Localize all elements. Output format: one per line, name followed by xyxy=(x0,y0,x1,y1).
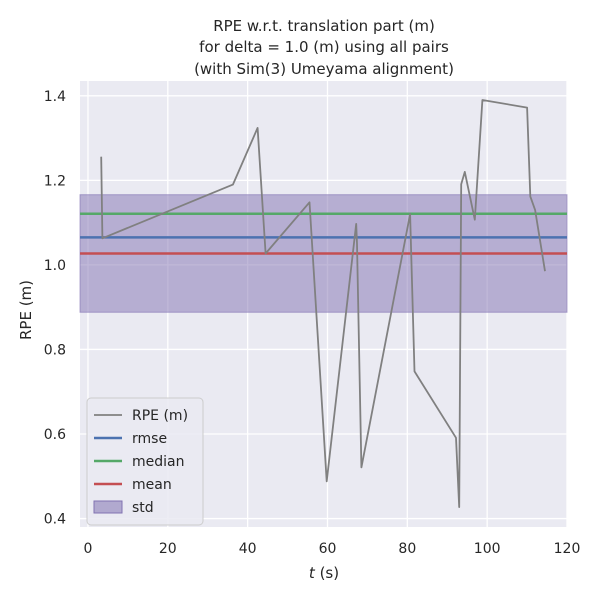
y-tick-label: 0.8 xyxy=(44,342,66,358)
y-tick-label: 0.4 xyxy=(44,512,66,528)
legend-box xyxy=(86,397,204,526)
legend-label: RPE (m) xyxy=(132,408,188,424)
chart-title-line-2: for delta = 1.0 (m) using all pairs xyxy=(199,38,449,56)
legend-swatch-std xyxy=(93,500,123,514)
chart-title-line-1: RPE w.r.t. translation part (m) xyxy=(213,17,435,35)
x-tick-label: 40 xyxy=(239,541,257,557)
x-tick-labels: 0 20 40 60 80 100 120 xyxy=(84,541,581,557)
x-tick-label: 0 xyxy=(84,541,93,557)
x-axis-label: t (s) xyxy=(309,564,339,582)
x-tick-label: 100 xyxy=(474,541,501,557)
chart-title-line-3: (with Sim(3) Umeyama alignment) xyxy=(194,60,454,78)
x-axis-label-unit: (s) xyxy=(315,564,339,582)
x-tick-label: 120 xyxy=(554,541,581,557)
legend-label: rmse xyxy=(132,431,167,447)
y-tick-label: 1.2 xyxy=(44,173,66,189)
x-tick-label: 20 xyxy=(159,541,177,557)
legend-label: std xyxy=(132,500,154,516)
y-tick-labels: 0.4 0.6 0.8 1.0 1.2 1.4 xyxy=(44,89,66,528)
x-tick-label: 60 xyxy=(319,541,337,557)
y-tick-label: 0.6 xyxy=(44,427,66,443)
legend: RPE (m) rmse median mean std xyxy=(86,397,204,526)
rpe-series-line xyxy=(100,99,546,509)
x-tick-label: 80 xyxy=(398,541,416,557)
y-tick-label: 1.4 xyxy=(44,89,66,105)
legend-label: median xyxy=(132,454,184,470)
x-axis-label-symbol: t xyxy=(309,564,316,582)
legend-label: mean xyxy=(132,477,172,493)
series-layer xyxy=(100,99,546,509)
y-axis-label: RPE (m) xyxy=(17,280,35,340)
y-tick-label: 1.0 xyxy=(44,258,66,274)
